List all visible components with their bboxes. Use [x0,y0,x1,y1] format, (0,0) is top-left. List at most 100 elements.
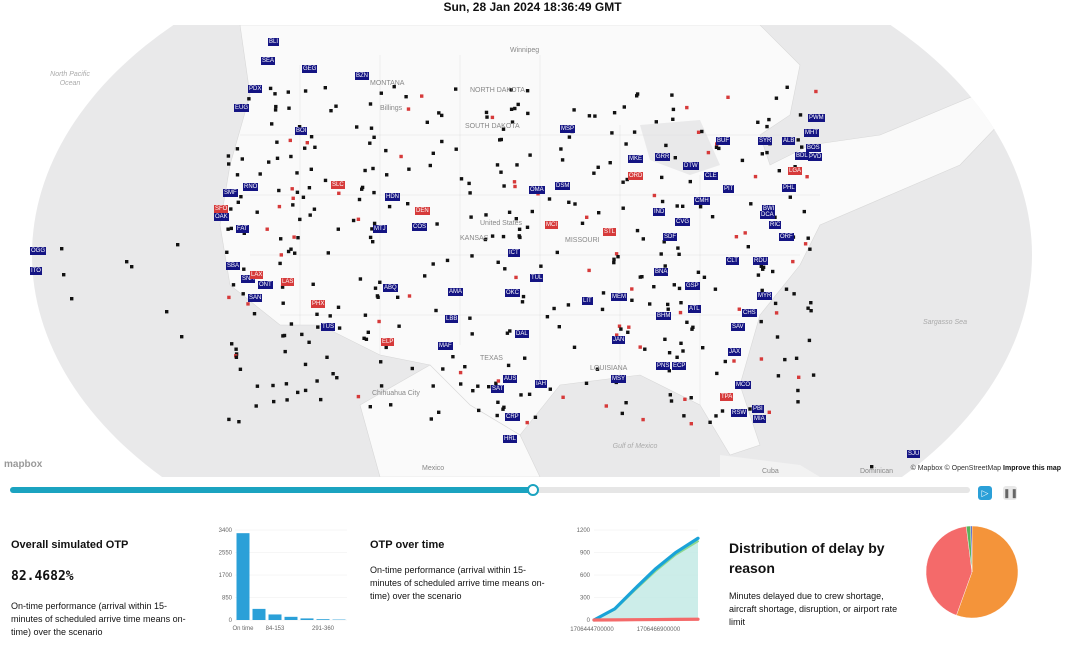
airport-marker-dca[interactable]: DCA [760,211,775,219]
airport-marker-eug[interactable]: EUG [234,104,249,112]
airport-marker-ogg[interactable]: OGG [30,247,46,255]
airport-marker-mke[interactable]: MKE [628,155,643,163]
airport-marker-clt[interactable]: CLT [726,257,739,265]
airport-marker-cmh[interactable]: CMH [694,197,710,205]
attribution-text[interactable]: © Mapbox © OpenStreetMap [911,465,1001,472]
airport-marker-lax[interactable]: LAX [250,271,263,279]
airport-marker-myr[interactable]: MYR [757,292,772,300]
airport-marker-mht[interactable]: MHT [804,129,819,137]
airport-marker-iah[interactable]: IAH [535,380,547,388]
airport-marker-pdx[interactable]: PDX [248,85,262,93]
airport-marker-lga[interactable]: LGA [788,167,802,175]
airport-marker-sat[interactable]: SAT [491,385,504,393]
airport-marker-mtj[interactable]: MTJ [373,225,387,233]
timeline-slider[interactable] [10,487,970,493]
airport-marker-crp[interactable]: CRP [505,413,520,421]
airport-marker-ama[interactable]: AMA [448,288,463,296]
airport-marker-grr[interactable]: GRR [655,153,670,161]
airport-marker-buf[interactable]: BUF [716,137,730,145]
timeline-handle[interactable] [527,484,539,496]
airport-marker-ord[interactable]: ORD [628,172,643,180]
play-button[interactable]: ▷ [978,486,992,500]
airport-marker-tus[interactable]: TUS [321,323,335,331]
airport-marker-smf[interactable]: SMF [223,189,238,197]
airport-marker-mia[interactable]: MIA [753,415,766,423]
airport-marker-gsp[interactable]: GSP [685,282,700,290]
airport-marker-okc[interactable]: OKC [505,289,520,297]
airport-marker-ict[interactable]: ICT [508,249,520,257]
airport-marker-rsw[interactable]: RSW [731,409,747,417]
airport-marker-hrl[interactable]: HRL [503,435,517,443]
airport-marker-ito[interactable]: ITO [30,267,42,275]
pause-button[interactable]: ❚❚ [1003,486,1017,500]
airport-marker-mci[interactable]: MCI [545,221,558,229]
airport-marker-mem[interactable]: MEM [611,293,627,301]
airport-marker-jan[interactable]: JAN [612,336,625,344]
airport-marker-geg[interactable]: GEG [302,65,317,73]
airport-marker-ecp[interactable]: ECP [672,362,686,370]
airport-marker-tul[interactable]: TUL [530,274,543,282]
airport-marker-pvd[interactable]: PVD [808,153,822,161]
airport-marker-stl[interactable]: STL [603,228,616,236]
airport-marker-bos[interactable]: BOS [806,144,821,152]
airport-marker-lit[interactable]: LIT [582,297,593,305]
airport-marker-cle[interactable]: CLE [704,172,718,180]
airport-marker-orf[interactable]: ORF [779,233,794,241]
airport-marker-rno[interactable]: RNO [243,183,258,191]
airport-marker-rdu[interactable]: RDU [753,257,768,265]
airport-marker-bhm[interactable]: BHM [656,312,671,320]
airport-marker-pit[interactable]: PIT [723,185,734,193]
airport-marker-msp[interactable]: MSP [560,125,575,133]
airport-marker-maf[interactable]: MAF [438,342,453,350]
airport-marker-fat[interactable]: FAT [236,225,249,233]
airport-marker-abq[interactable]: ABQ [383,284,398,292]
airport-marker-boi[interactable]: BOI [295,127,307,135]
airport-marker-phl[interactable]: PHL [782,184,796,192]
airport-marker-mco[interactable]: MCO [735,381,751,389]
airport-marker-aus[interactable]: AUS [503,375,517,383]
airport-marker-bzn[interactable]: BZN [355,72,369,80]
airport-marker-pwm[interactable]: PWM [808,114,825,122]
airport-marker-sea[interactable]: SEA [261,57,275,65]
airport-marker-alb[interactable]: ALB [782,137,795,145]
improve-map-link[interactable]: Improve this map [1003,465,1061,472]
airport-marker-slc[interactable]: SLC [331,181,345,189]
mapbox-logo[interactable]: mapbox [4,459,42,470]
airport-marker-sdf[interactable]: SDF [663,233,677,241]
airport-marker-syr[interactable]: SYR [758,137,772,145]
airport-marker-elp[interactable]: ELP [381,338,394,346]
airport-marker-ind[interactable]: IND [653,208,665,216]
airport-marker-oma[interactable]: OMA [529,186,545,194]
airport-marker-atl[interactable]: ATL [688,305,701,313]
airport-marker-las[interactable]: LAS [281,278,294,286]
airport-marker-hdn[interactable]: HDN [385,193,400,201]
airport-marker-dsm[interactable]: DSM [555,182,570,190]
airport-marker-oak[interactable]: OAK [214,213,229,221]
airport-marker-phx[interactable]: PHX [311,300,325,308]
airport-marker-den[interactable]: DEN [415,207,430,215]
airport-marker-chs[interactable]: CHS [742,309,757,317]
airport-marker-dal[interactable]: DAL [515,330,529,338]
airport-marker-lbb[interactable]: LBB [445,315,458,323]
airport-marker-sfo[interactable]: SFO [214,205,228,213]
airport-marker-bli[interactable]: BLI [268,38,279,46]
airport-marker-ont[interactable]: ONT [258,281,273,289]
airport-marker-cvg[interactable]: CVG [675,218,690,226]
airport-marker-jax[interactable]: JAX [728,348,741,356]
airport-marker-dtw[interactable]: DTW [683,162,699,170]
airport-marker-sju[interactable]: SJU [907,450,920,458]
airport-marker-cos[interactable]: COS [412,223,427,231]
airport-marker-pns[interactable]: PNS [656,362,670,370]
airport-marker-tpa[interactable]: TPA [720,393,733,401]
airport-marker-sav[interactable]: SAV [731,323,745,331]
airport-marker-bna[interactable]: BNA [654,268,668,276]
flight-dot [660,176,663,179]
flight-dot [491,234,494,237]
airport-marker-msy[interactable]: MSY [611,375,626,383]
airport-marker-sba[interactable]: SBA [226,262,240,270]
airport-marker-pbi[interactable]: PBI [752,405,764,413]
airport-marker-bdl[interactable]: BDL [795,152,809,160]
airport-marker-ric[interactable]: RIC [769,221,781,229]
airport-marker-san[interactable]: SAN [248,294,262,302]
